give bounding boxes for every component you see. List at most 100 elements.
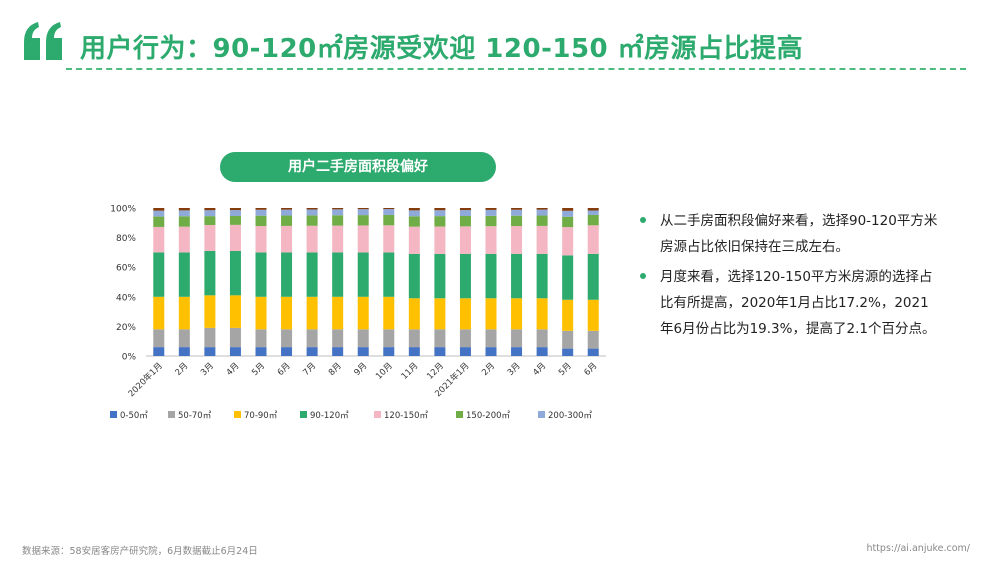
bar-segment: [153, 208, 165, 211]
bar-segment: [281, 208, 293, 210]
legend-label: 150-200㎡: [466, 411, 511, 421]
bar-segment: [383, 214, 395, 226]
bar-segment: [178, 226, 190, 253]
bar-segment: [587, 214, 599, 226]
insight-text: 从二手房面积段偏好来看，选择90-120平方米房源占比依旧保持在三成左右。: [660, 213, 938, 255]
chart-title: 用户二手房面积段偏好: [220, 152, 496, 182]
bar-segment: [332, 347, 344, 356]
bar-segment: [434, 216, 446, 227]
bar-segment: [357, 215, 369, 226]
x-tick-label: 6月: [582, 361, 599, 378]
bar-segment: [459, 298, 471, 330]
bar-segment: [587, 348, 599, 356]
bar-segment: [281, 347, 293, 356]
x-tick-label: 4月: [225, 361, 242, 378]
bar-segment: [408, 226, 420, 254]
bar-segment: [511, 253, 523, 299]
bar-segment: [204, 208, 216, 211]
bar-segment: [153, 296, 165, 330]
bar-segment: [587, 330, 599, 349]
bar-segment: [178, 347, 190, 356]
bar-segment: [511, 298, 523, 330]
bar-segment: [204, 295, 216, 328]
bar-segment: [485, 347, 497, 356]
bar-segment: [587, 299, 599, 331]
bar-segment: [357, 296, 369, 330]
bar-segment: [357, 329, 369, 348]
title-divider: [66, 68, 966, 70]
bar-segment: [408, 298, 420, 330]
bar-segment: [255, 296, 267, 330]
bar-segment: [306, 329, 318, 348]
bar-segment: [332, 252, 344, 297]
bar-segment: [229, 224, 241, 251]
bar-segment: [332, 225, 344, 253]
legend-label: 70-90㎡: [244, 411, 278, 421]
bar-segment: [587, 253, 599, 300]
bar-segment: [587, 208, 599, 211]
bar-segment: [408, 329, 420, 348]
bar-segment: [485, 226, 497, 254]
bar-segment: [511, 215, 523, 227]
y-tick-label: 40%: [116, 293, 136, 303]
bar-segment: [306, 208, 318, 210]
legend-label: 200-300㎡: [548, 411, 593, 421]
y-tick-label: 20%: [116, 323, 136, 333]
x-tick-label: 2月: [174, 361, 191, 378]
bar-segment: [536, 253, 548, 299]
legend-swatch: [110, 411, 117, 418]
bar-segment: [511, 208, 523, 210]
bar-segment: [562, 216, 574, 228]
bar-segment: [178, 296, 190, 330]
bar-segment: [511, 226, 523, 254]
bar-segment: [485, 209, 497, 216]
bar-segment: [357, 208, 369, 210]
bar-segment: [408, 210, 420, 217]
bar-segment: [153, 329, 165, 348]
bar-segment: [562, 299, 574, 331]
bar-segment: [178, 208, 190, 211]
bar-segment: [536, 298, 548, 330]
bar-segment: [178, 252, 190, 297]
x-tick-label: 9月: [352, 361, 369, 378]
bar-segment: [255, 208, 267, 210]
bar-segment: [332, 296, 344, 330]
bar-segment: [459, 215, 471, 227]
bar-segment: [536, 208, 548, 210]
data-source: 数据来源：58安居客房产研究院，6月数据截止6月24日: [22, 546, 258, 557]
bar-segment: [434, 298, 446, 330]
bar-segment: [434, 329, 446, 348]
bar-segment: [281, 252, 293, 297]
bar-segment: [229, 208, 241, 211]
bar-segment: [178, 329, 190, 348]
bar-segment: [204, 250, 216, 296]
bar-segment: [511, 329, 523, 348]
bar-segment: [281, 209, 293, 216]
bar-segment: [229, 250, 241, 296]
insight-list: 从二手房面积段偏好来看，选择90-120平方米房源占比依旧保持在三成左右。 月度…: [638, 208, 938, 346]
bar-segment: [332, 215, 344, 226]
legend-label: 120-150㎡: [384, 411, 429, 421]
bar-segment: [204, 225, 216, 251]
bar-segment: [383, 209, 395, 215]
bar-segment: [408, 216, 420, 227]
y-tick-label: 0%: [122, 353, 137, 363]
bar-segment: [281, 225, 293, 253]
legend-swatch: [300, 411, 307, 418]
bar-segment: [306, 209, 318, 216]
legend-label: 0-50㎡: [120, 411, 148, 421]
bar-segment: [383, 329, 395, 348]
bar-segment: [255, 226, 267, 253]
bar-segment: [485, 215, 497, 227]
y-tick-label: 80%: [116, 234, 136, 244]
source-url[interactable]: https://ai.anjuke.com/: [866, 543, 970, 554]
bar-segment: [383, 208, 395, 210]
bar-segment: [332, 329, 344, 348]
bar-segment: [306, 252, 318, 297]
bar-segment: [434, 347, 446, 356]
bar-segment: [485, 253, 497, 299]
bar-segment: [408, 253, 420, 299]
bar-segment: [459, 208, 471, 211]
bar-segment: [562, 227, 574, 256]
bar-segment: [536, 215, 548, 226]
